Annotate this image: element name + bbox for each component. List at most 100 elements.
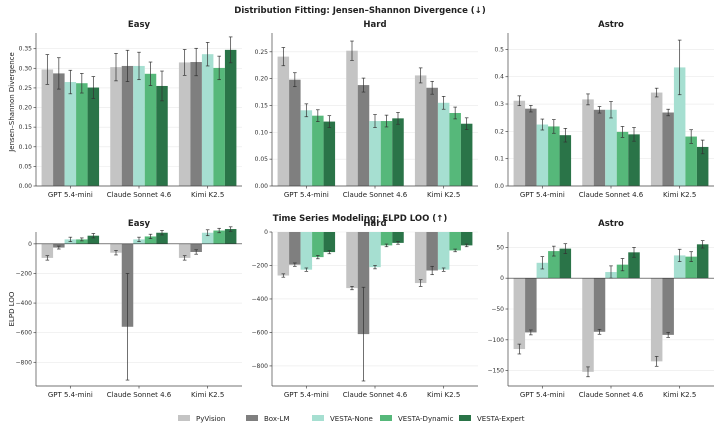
x-tick-label: Claude Sonnet 4.6	[107, 191, 172, 199]
bar	[662, 112, 674, 186]
bar	[369, 232, 381, 268]
legend-label: Box-LM	[264, 415, 289, 423]
bar	[178, 62, 191, 186]
y-tick-label: 0.4	[494, 74, 504, 81]
y-tick-label: 0.00	[255, 183, 269, 190]
bar	[696, 146, 709, 186]
bar	[437, 232, 450, 270]
bar	[110, 67, 122, 186]
bar	[650, 92, 663, 186]
legend-swatch	[312, 415, 324, 421]
bar	[593, 109, 606, 186]
y-tick-label: −600	[252, 329, 269, 336]
y-tick-label: 0	[500, 275, 504, 282]
bar	[87, 235, 100, 244]
bar	[323, 232, 336, 253]
panel-1-0: Easy 0 −200 −400 −600 −800 GPT 5.4-mini Claude …	[16, 219, 242, 399]
y-tick-label: 0.25	[19, 85, 33, 92]
bar	[460, 123, 473, 186]
x-tick-label: GPT 5.4-mini	[284, 191, 329, 199]
bar	[685, 256, 697, 279]
bar	[121, 65, 134, 186]
panel-0-2: Astro 0.0 0.1 0.2 0.3 0.4 0.5 GPT 5.4-mini Claud…	[494, 20, 714, 199]
bar	[213, 67, 225, 186]
legend-label: VESTA-Dynamic	[398, 415, 454, 423]
legend: PyVision Box-LM VESTA-None VESTA-Dynamic VES…	[178, 415, 525, 423]
bar	[582, 278, 594, 372]
y-tick-label: −100	[488, 337, 505, 344]
bar	[133, 65, 145, 186]
legend-swatch	[178, 415, 190, 421]
bar	[312, 232, 324, 258]
bar	[525, 108, 537, 186]
x-tick-label: Kimi K2.5	[191, 391, 224, 399]
panel-1-1: Hard 0 −200 −400 −600 −800 GPT 5.4-mini Claude …	[252, 219, 478, 399]
y-tick-label: −600	[16, 330, 33, 337]
bar	[673, 255, 686, 279]
figure-title-bottom: Time Series Modeling: ELPD LOO (↑)	[273, 214, 448, 224]
x-tick-label: Kimi K2.5	[663, 191, 696, 199]
bar	[426, 87, 438, 186]
bar	[201, 54, 214, 186]
x-tick-label: GPT 5.4-mini	[520, 391, 565, 399]
bar	[559, 135, 572, 186]
x-tick-label: GPT 5.4-mini	[284, 391, 329, 399]
x-tick-label: GPT 5.4-mini	[520, 191, 565, 199]
bar	[110, 243, 122, 253]
bar	[369, 121, 381, 186]
x-tick-label: GPT 5.4-mini	[48, 391, 93, 399]
y-tick-label: −200	[16, 270, 33, 277]
bar	[190, 243, 202, 252]
bar	[224, 229, 237, 244]
panel-subtitle: Hard	[363, 219, 386, 229]
y-tick-label: 0.05	[19, 163, 33, 170]
y-tick-label: 0.5	[494, 46, 504, 53]
bar	[380, 121, 393, 186]
bar	[559, 248, 572, 279]
bar	[312, 115, 324, 186]
bar	[449, 232, 461, 251]
bar	[582, 99, 594, 186]
bar	[289, 232, 301, 265]
legend-swatch	[246, 415, 258, 421]
x-tick-label: Claude Sonnet 4.6	[107, 391, 172, 399]
x-tick-label: Kimi K2.5	[191, 191, 224, 199]
y-tick-label: −800	[252, 363, 269, 370]
x-tick-label: Kimi K2.5	[663, 391, 696, 399]
y-tick-label: −50	[491, 306, 504, 313]
bar	[190, 62, 202, 186]
bar	[53, 73, 65, 186]
bar	[289, 79, 301, 186]
y-tick-label: 0.00	[19, 183, 33, 190]
bar	[460, 232, 473, 246]
y-tick-label: −400	[16, 300, 33, 307]
y-tick-label: 0	[28, 241, 32, 248]
y-tick-label: 0.35	[19, 46, 33, 53]
bar	[178, 243, 191, 258]
y-tick-label: 0.20	[19, 105, 33, 112]
y-tick-label: −800	[16, 359, 33, 366]
bar	[392, 232, 404, 243]
y-tick-label: 0.05	[255, 156, 269, 163]
bar	[536, 124, 549, 186]
y-tick-label: 0.20	[255, 76, 269, 83]
x-tick-label: Claude Sonnet 4.6	[579, 391, 644, 399]
y-tick-label: 50	[496, 244, 504, 251]
bar	[346, 50, 358, 186]
bar	[156, 232, 168, 244]
y-tick-label: 0.10	[255, 129, 269, 136]
bar	[53, 243, 65, 248]
y-tick-label: −400	[252, 296, 269, 303]
x-tick-label: Claude Sonnet 4.6	[579, 191, 644, 199]
y-tick-label: 0.0	[494, 183, 504, 190]
panel-0-0: Easy 0.00 0.05 0.10 0.15 0.20 0.25 0.30 0.35 GPT …	[19, 20, 242, 199]
y-tick-label: 0.15	[255, 102, 269, 109]
y-tick-label: 0.15	[19, 124, 33, 131]
bar	[593, 278, 606, 332]
panel-subtitle: Astro	[598, 219, 624, 229]
bar	[156, 85, 168, 186]
bar	[357, 232, 370, 335]
bar	[548, 126, 560, 186]
bar	[616, 131, 629, 186]
bar	[277, 232, 290, 276]
